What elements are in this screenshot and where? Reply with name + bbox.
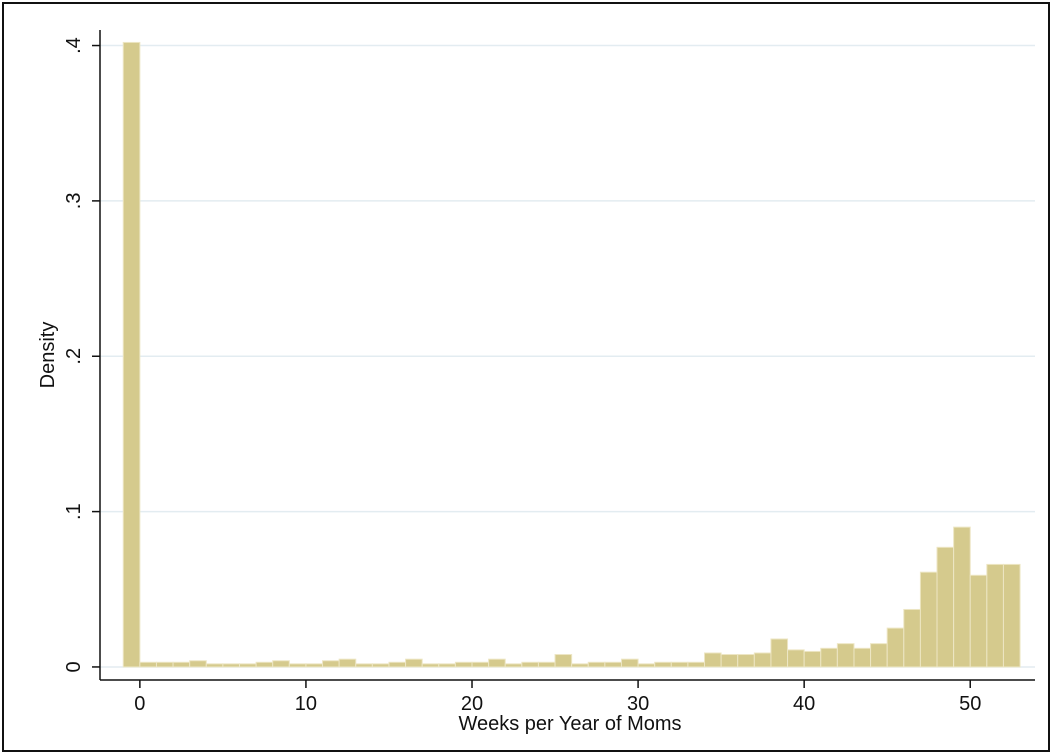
x-tick-label: 50 (959, 693, 981, 715)
bar (554, 654, 573, 668)
bar (969, 574, 988, 668)
x-tick-label: 20 (461, 693, 483, 715)
y-tick-label: .1 (63, 503, 85, 520)
bar (737, 654, 755, 668)
bar (836, 643, 855, 668)
bar (305, 663, 324, 668)
bar (704, 652, 722, 668)
bar (753, 652, 772, 668)
bar (720, 654, 739, 668)
bar (654, 661, 672, 668)
bar (521, 661, 539, 668)
bar (338, 658, 357, 668)
y-axis-label: Density (37, 322, 59, 389)
bar (488, 658, 506, 668)
bar (571, 663, 589, 668)
bar (189, 660, 207, 668)
bar (471, 661, 490, 668)
bar (222, 663, 241, 668)
y-tick-label: .3 (63, 193, 85, 210)
bar (1002, 563, 1021, 668)
bar (122, 41, 141, 668)
bar (770, 638, 789, 668)
bar (155, 661, 174, 668)
bar (355, 663, 373, 668)
bar (388, 661, 407, 668)
bar (421, 663, 440, 668)
bar (687, 661, 706, 668)
bar (903, 608, 921, 668)
bar (803, 650, 822, 668)
bar (272, 660, 290, 668)
bar (239, 663, 257, 668)
bar (919, 571, 938, 668)
bar (620, 658, 639, 668)
bar (637, 663, 656, 668)
x-tick-label: 0 (134, 693, 145, 715)
bar (604, 661, 622, 668)
bar (405, 658, 423, 668)
bar (288, 663, 307, 668)
bar (587, 661, 606, 668)
x-tick-label: 30 (627, 693, 649, 715)
bar (205, 663, 224, 668)
y-tick-label: 0 (63, 661, 85, 672)
x-tick-label: 10 (295, 693, 317, 715)
bar (371, 663, 390, 668)
y-tick-label: .4 (63, 37, 85, 54)
bar (255, 661, 274, 668)
bar (986, 563, 1004, 668)
bar (953, 526, 971, 668)
bar (870, 643, 888, 668)
x-tick-label: 40 (793, 693, 815, 715)
bar (936, 546, 955, 668)
bar (139, 661, 157, 668)
bar (454, 661, 473, 668)
bar (322, 660, 340, 668)
bar (820, 647, 838, 668)
bar (853, 647, 872, 668)
bar (787, 649, 805, 668)
y-tick-label: .2 (63, 348, 85, 365)
bar (886, 627, 905, 668)
bar (537, 661, 556, 668)
bar (504, 663, 523, 668)
bar (670, 661, 689, 668)
bar (172, 661, 191, 668)
x-axis-label: Weeks per Year of Moms (458, 713, 681, 735)
bar (438, 663, 456, 668)
